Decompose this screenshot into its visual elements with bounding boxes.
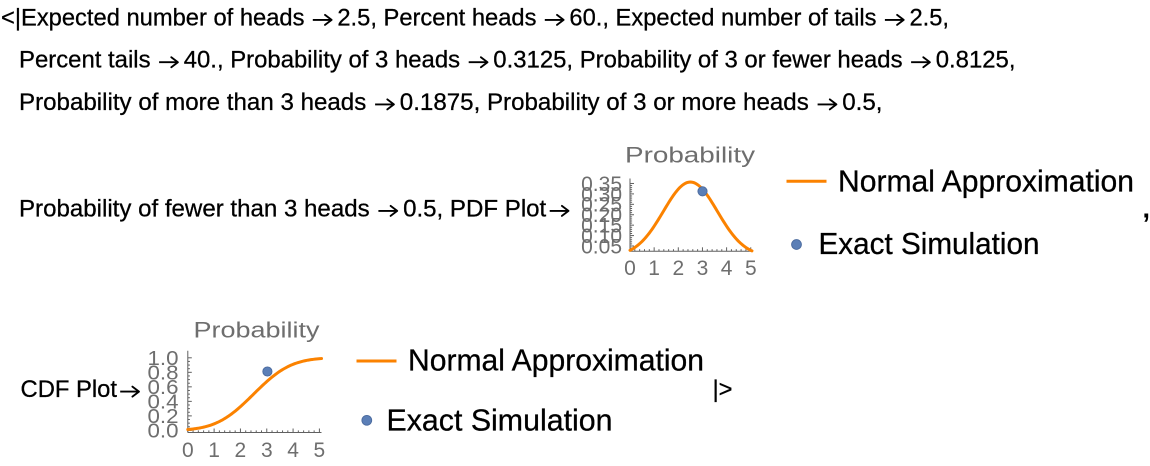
svg-text:0: 0 bbox=[624, 257, 636, 280]
svg-text:4: 4 bbox=[721, 257, 733, 280]
svg-text:Normal Approximation: Normal Approximation bbox=[838, 165, 1134, 199]
svg-text:0.05: 0.05 bbox=[581, 235, 622, 258]
svg-text:1: 1 bbox=[208, 439, 220, 462]
svg-text:2: 2 bbox=[235, 439, 247, 462]
svg-text:4: 4 bbox=[287, 439, 299, 462]
svg-text:5: 5 bbox=[314, 439, 326, 462]
svg-text:Probability: Probability bbox=[194, 318, 321, 343]
svg-text:0.10: 0.10 bbox=[581, 225, 622, 248]
svg-text:Probability: Probability bbox=[625, 143, 756, 168]
svg-text:0.20: 0.20 bbox=[581, 204, 622, 227]
svg-text:1.0: 1.0 bbox=[148, 348, 179, 370]
svg-text:Normal Approximation: Normal Approximation bbox=[408, 344, 704, 378]
svg-text:CDF Plot: CDF Plot bbox=[21, 376, 144, 403]
svg-text:0.2: 0.2 bbox=[148, 406, 179, 428]
svg-text:|>: |> bbox=[713, 376, 733, 403]
svg-text:Percent tails 40., Probabi: Percent tails 40., Probability of 3 head… bbox=[19, 47, 1015, 74]
svg-text:1: 1 bbox=[648, 257, 660, 280]
svg-text:0.35: 0.35 bbox=[581, 173, 622, 196]
svg-text:0.4: 0.4 bbox=[148, 391, 179, 413]
svg-text:0.6: 0.6 bbox=[148, 377, 179, 399]
svg-text:5: 5 bbox=[745, 257, 757, 280]
svg-text:3: 3 bbox=[261, 439, 273, 462]
svg-text:0.15: 0.15 bbox=[581, 215, 622, 238]
svg-text:,: , bbox=[1143, 194, 1150, 224]
svg-text:0: 0 bbox=[182, 439, 194, 462]
svg-text:<|Expected number of heads: <|Expected number of heads 2.5, Percent … bbox=[1, 4, 949, 31]
svg-text:3: 3 bbox=[697, 257, 709, 280]
svg-text:0.0: 0.0 bbox=[148, 420, 179, 442]
svg-text:Probability of more than 3 hea: Probability of more than 3 heads 0.1875,… bbox=[19, 89, 883, 116]
svg-text:0.8: 0.8 bbox=[148, 362, 179, 384]
svg-text:Exact Simulation: Exact Simulation bbox=[819, 227, 1040, 261]
svg-text:0.30: 0.30 bbox=[581, 183, 622, 206]
svg-text:Exact Simulation: Exact Simulation bbox=[387, 404, 613, 438]
svg-text:0.25: 0.25 bbox=[581, 194, 622, 217]
svg-text:Probability of fewer than 3 he: Probability of fewer than 3 heads 0.5, P… bbox=[19, 195, 573, 222]
svg-text:2: 2 bbox=[672, 257, 684, 280]
